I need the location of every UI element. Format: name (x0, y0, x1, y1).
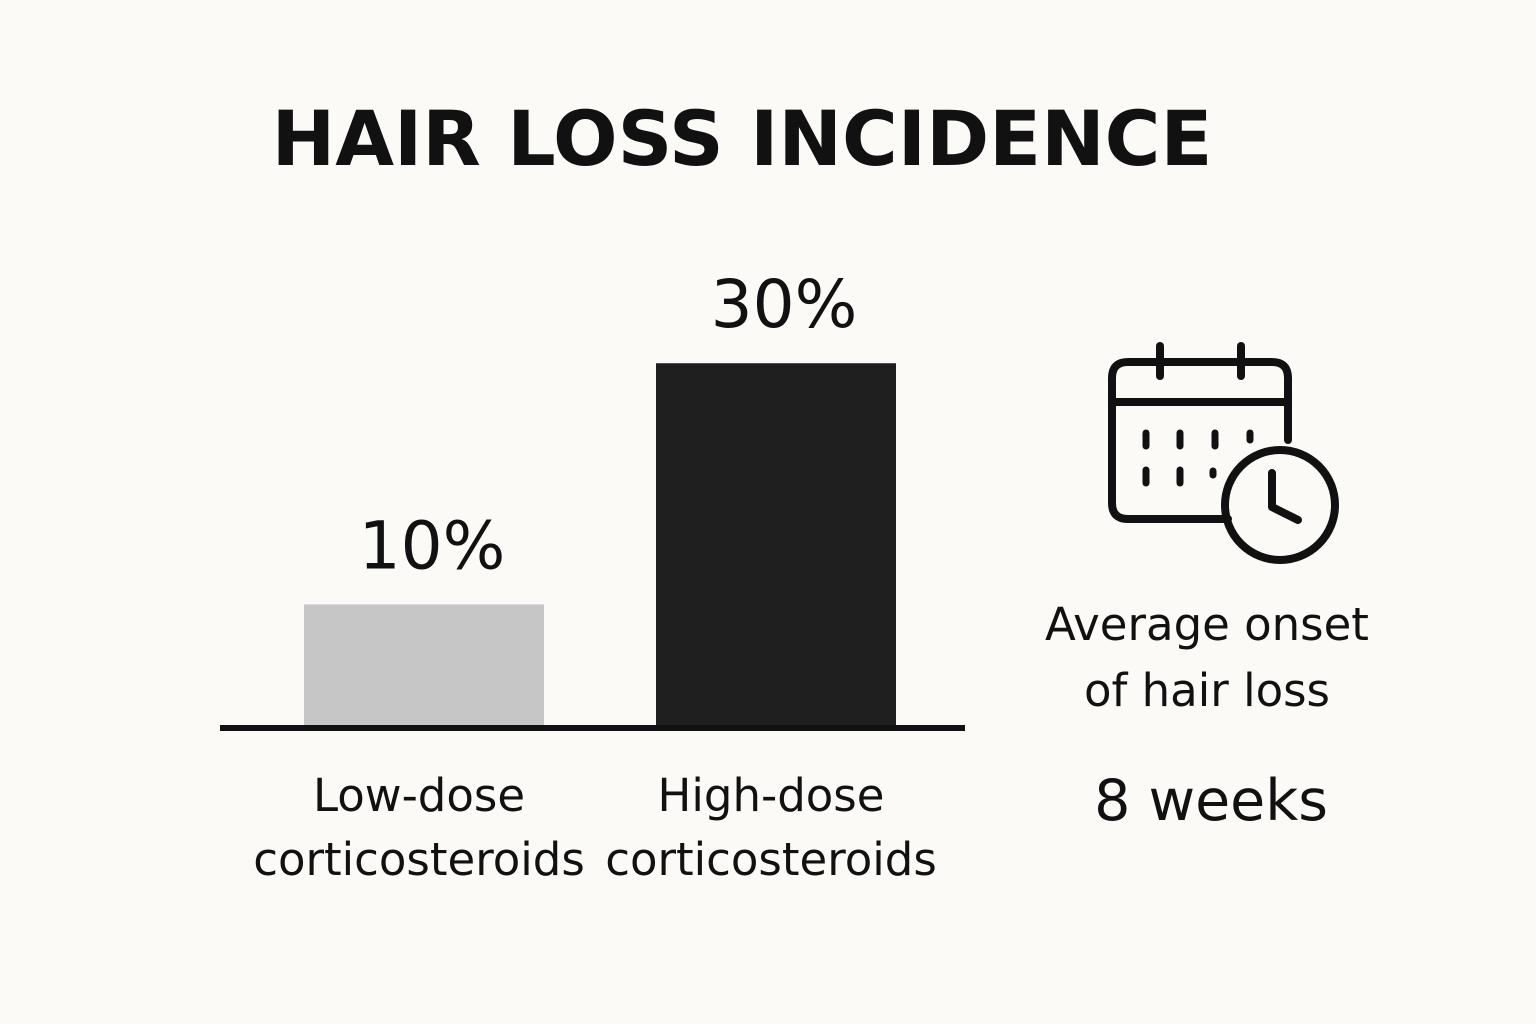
bar-low-dose (304, 604, 544, 725)
onset-label-line-1: Average onset (1045, 598, 1369, 651)
value-label-high-dose: 30% (711, 266, 858, 343)
category-label-high-dose-line-2: corticosteroids (605, 833, 937, 886)
category-label-low-dose-line-2: corticosteroids (253, 833, 585, 886)
chart-title: HAIR LOSS INCIDENCE (272, 94, 1213, 183)
bar-group: 10% 30% (304, 266, 896, 725)
onset-label-line-2: of hair loss (1084, 664, 1330, 717)
calendar-clock-icon (1108, 342, 1339, 564)
category-labels: Low-dose corticosteroids High-dose corticos… (253, 769, 937, 886)
category-label-high-dose-line-1: High-dose (658, 769, 885, 822)
bar-high-dose (656, 363, 896, 725)
onset-value: 8 weeks (1094, 768, 1328, 834)
value-label-low-dose: 10% (359, 507, 506, 584)
category-label-low-dose-line-1: Low-dose (313, 769, 525, 822)
